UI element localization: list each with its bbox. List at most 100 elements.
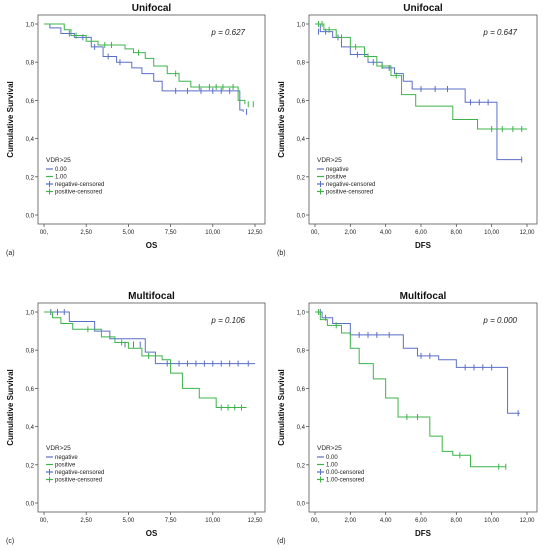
x-tick-label: 8,00: [450, 518, 462, 524]
panel-c: Multifocal 0,0 0,2 0,4 0,6 0,8 1,0 00, 2,50 5,00 7…: [6, 291, 266, 545]
legend-entry: 1.00: [55, 175, 67, 181]
y-tick-label: 0,2: [297, 463, 306, 469]
km-curve-reference: [44, 23, 244, 112]
y-axis-label: Cumulative Survival: [277, 81, 286, 157]
x-tick-label: 7,50: [165, 230, 177, 236]
y-tick-label: 0,2: [297, 175, 306, 181]
y-tick-label: 0,0: [26, 214, 35, 220]
x-tick-label: 2,00: [344, 230, 356, 236]
y-tick-label: 0,0: [297, 502, 306, 508]
legend-entry: negative: [55, 455, 78, 461]
x-tick-label: 10,00: [484, 518, 500, 524]
legend-entry: positive: [326, 175, 347, 181]
x-tick-label: 00,: [311, 230, 320, 236]
p-value: p = 0.647: [482, 28, 517, 37]
y-tick-label: 0,6: [26, 99, 35, 105]
x-tick-label: 6,00: [415, 230, 427, 236]
legend-title: VDR>25: [317, 157, 342, 164]
y-tick-label: 0,8: [26, 61, 35, 67]
legend-entry: 0.00: [55, 167, 67, 173]
y-tick-label: 0,4: [26, 425, 35, 431]
legend-title: VDR>25: [317, 445, 342, 452]
panel-a: Unifocal 0,0 0,2 0,4 0,6 0,8 1,0 00, 2,50 5,00 7,5…: [6, 3, 266, 257]
legend-title: VDR>25: [46, 157, 71, 164]
p-value: p = 0.106: [210, 316, 245, 325]
panel-label: (a): [6, 250, 15, 257]
y-tick-label: 0,0: [26, 502, 35, 508]
p-value: p = 0.000: [482, 316, 517, 325]
x-tick-label: 10,00: [205, 230, 221, 236]
x-tick-label: 4,00: [380, 518, 392, 524]
panel-b: Unifocal 0,0 0,2 0,4 0,6 0,8 1,0 00, 2,00 4,00 6,0…: [277, 3, 538, 257]
legend-entry: 0.00: [326, 455, 338, 461]
plot-frame: [37, 14, 266, 225]
x-tick-label: 12,00: [519, 518, 535, 524]
x-tick-label: 10,00: [205, 518, 221, 524]
y-tick-label: 1,0: [26, 23, 35, 29]
plot-frame: [308, 302, 538, 513]
y-tick-label: 0,0: [297, 214, 306, 220]
panel-label: (d): [277, 538, 286, 545]
y-axis-label: Cumulative Survival: [6, 369, 15, 445]
legend-entry: negative: [326, 167, 349, 173]
y-tick-label: 1,0: [297, 23, 306, 29]
x-tick-label: 12,50: [247, 230, 263, 236]
chart-title: Unifocal: [403, 3, 443, 14]
x-tick-label: 00,: [311, 518, 320, 524]
y-tick-label: 0,2: [26, 463, 35, 469]
legend-entry: positive-censored: [55, 190, 102, 196]
km-curve-reference: [315, 311, 520, 414]
x-tick-label: 12,50: [247, 518, 263, 524]
y-tick-label: 0,6: [297, 99, 306, 105]
chart-title: Unifocal: [132, 3, 172, 14]
legend-entry: 1.00: [326, 463, 338, 469]
y-tick-label: 0,4: [297, 425, 306, 431]
plot-frame: [37, 302, 266, 513]
legend-title: VDR>25: [46, 445, 71, 452]
panel-label: (c): [6, 538, 14, 545]
km-curve-comparison: [315, 311, 506, 468]
chart-title: Multifocal: [128, 291, 175, 302]
km-curve-comparison: [315, 23, 527, 130]
panel-d: Multifocal 0,0 0,2 0,4 0,6 0,8 1,0 00, 2,00 4,00 6…: [277, 291, 538, 545]
x-tick-label: 4,00: [380, 230, 392, 236]
x-tick-label: 2,50: [80, 230, 92, 236]
y-tick-label: 0,4: [297, 137, 306, 143]
km-curve-comparison: [44, 311, 247, 408]
y-tick-label: 0,6: [26, 387, 35, 393]
legend-entry: positive-censored: [326, 190, 373, 196]
p-value: p = 0.627: [210, 28, 245, 37]
x-tick-label: 10,00: [484, 230, 500, 236]
x-tick-label: 5,00: [123, 518, 135, 524]
x-tick-label: 00,: [40, 230, 49, 236]
legend-entry: 0.00-censored: [326, 470, 364, 476]
y-tick-label: 1,0: [297, 311, 306, 317]
legend-entry: positive: [55, 463, 76, 469]
x-tick-label: 2,00: [344, 518, 356, 524]
y-tick-label: 0,8: [297, 61, 306, 67]
plot-frame: [308, 14, 538, 225]
legend-entry: positive-censored: [55, 478, 102, 484]
x-axis-label: OS: [146, 529, 158, 538]
x-tick-label: 00,: [40, 518, 49, 524]
legend-entry: negative-censored: [326, 182, 375, 188]
x-tick-label: 6,00: [415, 518, 427, 524]
y-tick-label: 0,8: [26, 349, 35, 355]
x-tick-label: 8,00: [450, 230, 462, 236]
x-tick-label: 5,00: [123, 230, 135, 236]
x-axis-label: OS: [146, 241, 158, 250]
legend-entry: negative-censored: [55, 470, 104, 476]
x-tick-label: 12,00: [519, 230, 535, 236]
x-tick-label: 2,50: [80, 518, 92, 524]
y-tick-label: 0,6: [297, 387, 306, 393]
legend-entry: 1.00-censored: [326, 478, 364, 484]
y-tick-label: 1,0: [26, 311, 35, 317]
legend-entry: negative-censored: [55, 182, 104, 188]
x-axis-label: DFS: [415, 529, 432, 538]
y-axis-label: Cumulative Survival: [6, 81, 15, 157]
y-tick-label: 0,8: [297, 349, 306, 355]
km-curve-reference: [44, 311, 255, 365]
x-tick-label: 7,50: [165, 518, 177, 524]
y-tick-label: 0,4: [26, 137, 35, 143]
